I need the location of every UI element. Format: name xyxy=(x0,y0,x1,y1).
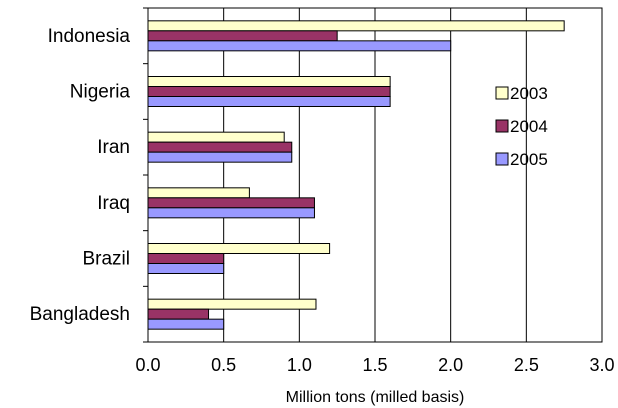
bar-2004-brazil xyxy=(147,253,225,264)
bar-2005-indonesia xyxy=(147,40,452,52)
x-tick-labels: 0.0 0.5 1.0 1.5 2.0 2.5 3.0 xyxy=(135,355,614,375)
bar-2005-iraq xyxy=(147,207,315,219)
bar-2004-indonesia xyxy=(147,30,338,42)
x-axis-title: Million tons (milled basis) xyxy=(286,389,465,406)
bar-2003-brazil xyxy=(147,243,331,254)
legend-label-2005: 2005 xyxy=(510,150,548,169)
x-tick-label: 1.0 xyxy=(287,355,312,375)
bar-2003-iran xyxy=(147,131,285,143)
x-tick-label: 2.0 xyxy=(438,355,463,375)
x-tick-label: 1.5 xyxy=(362,355,387,375)
bar-2003-iraq xyxy=(147,187,250,199)
bar-2004-bangladesh xyxy=(147,308,210,320)
bar-2003-indonesia xyxy=(147,20,565,32)
bar-2004-nigeria xyxy=(147,86,391,97)
x-tick-label: 2.5 xyxy=(514,355,539,375)
category-labels: Indonesia Nigeria Iran Iraq Brazil Bangladesh xyxy=(30,26,131,325)
legend-label-2004: 2004 xyxy=(510,117,548,136)
bar-2003-nigeria xyxy=(147,76,391,87)
x-tick-label: 3.0 xyxy=(589,355,614,375)
bar-2005-iran xyxy=(147,151,293,163)
bar-2004-iraq xyxy=(147,197,315,209)
bar-2005-brazil xyxy=(147,263,225,274)
category-label: Brazil xyxy=(82,249,130,270)
legend-swatch-2005 xyxy=(495,152,509,166)
bar-2003-bangladesh xyxy=(147,298,317,310)
bar-2005-bangladesh xyxy=(147,318,225,330)
category-label: Indonesia xyxy=(48,26,131,47)
legend: 2003 2004 2005 xyxy=(495,84,548,169)
gridlines xyxy=(223,8,527,342)
category-label: Nigeria xyxy=(70,82,131,103)
legend-swatch-2004 xyxy=(495,119,509,133)
bar-2004-iran xyxy=(147,141,293,153)
legend-label-2003: 2003 xyxy=(510,84,548,103)
category-label: Bangladesh xyxy=(30,304,130,325)
bar-2005-nigeria xyxy=(147,96,391,107)
category-label: Iran xyxy=(97,137,130,158)
category-label: Iraq xyxy=(97,193,130,214)
x-tick-label: 0.0 xyxy=(135,355,160,375)
x-tick-label: 0.5 xyxy=(211,355,236,375)
bars xyxy=(147,20,565,330)
axes xyxy=(143,7,603,343)
legend-swatch-2003 xyxy=(495,86,509,100)
